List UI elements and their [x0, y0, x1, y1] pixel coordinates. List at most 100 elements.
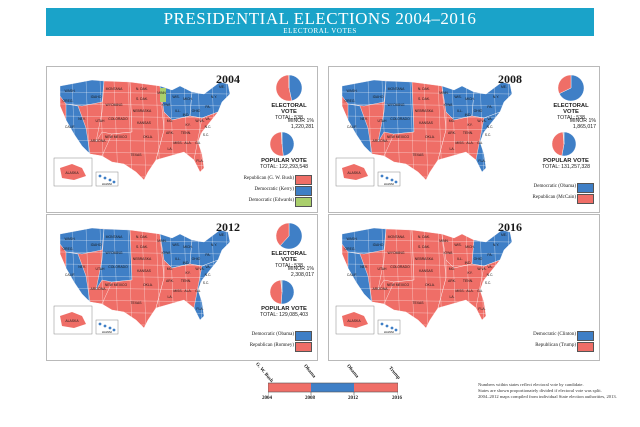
electoral-vote-total: TOTAL: 538 [275, 115, 303, 121]
state-label: GA. [477, 141, 483, 145]
state-label: TEXAS [412, 301, 424, 305]
state-label: S. DAK. [136, 245, 148, 249]
state-label: WIS. [454, 95, 461, 99]
state-label: S.C. [485, 281, 492, 285]
state-label-alaska: ALASKA [347, 319, 361, 323]
state-label: ARIZONA [90, 139, 106, 143]
electoral-vote-total: TOTAL: 538 [557, 115, 585, 121]
state-label: N.C. [487, 273, 494, 277]
electoral-vote-pie-2004 [275, 74, 303, 102]
legend-swatch [295, 331, 312, 341]
electoral-vote-title: ELECTORAL VOTE [271, 103, 307, 115]
state-label: N. DAK. [136, 235, 148, 239]
state-label: PA. [487, 105, 492, 109]
electoral-vote-pie-2008 [557, 74, 585, 102]
state-label: OKLA. [425, 135, 435, 139]
state-label: NEBRASKA [133, 109, 152, 113]
state-label: N.Y. [211, 243, 217, 247]
state-label: TENN. [463, 131, 473, 135]
minor-vote-value: 2,308,017 [290, 272, 314, 278]
timeline-year-2016: 2016 [392, 396, 402, 401]
alaska [60, 312, 86, 328]
legend-label: Democratic (Obama) [533, 184, 576, 189]
state-label: ME. [219, 233, 225, 237]
state-label: MINN. [439, 91, 449, 95]
electoral-vote-title: ELECTORAL VOTE [553, 103, 589, 115]
alaska [342, 164, 368, 180]
state-label: IND. [183, 261, 190, 265]
state-label: N.Y. [493, 95, 499, 99]
hawaii-island [108, 326, 112, 330]
legend-swatch [295, 175, 312, 185]
electoral-vote-title: ELECTORAL VOTE [271, 251, 307, 263]
state-label: ME. [501, 85, 507, 89]
state-label: KY. [467, 123, 472, 127]
hawaii-island [98, 322, 102, 326]
minor-vote-caption: MINOR 1% 2,308,017 [270, 266, 314, 278]
state-label: NEV. [78, 117, 86, 121]
state-label: ARK. [448, 131, 456, 135]
legend-label: Republican (Romney) [249, 343, 294, 348]
state-label: MO. [167, 267, 173, 271]
hawaii-island [390, 178, 394, 182]
year-label-2004: 2004 [216, 72, 240, 86]
state-label: KANSAS [419, 269, 433, 273]
legend-label: Republican (McCain) [532, 195, 576, 200]
page-title: PRESIDENTIAL ELECTIONS 2004–2016 [163, 9, 477, 28]
electoral-vote-pie-2012 [275, 222, 303, 250]
state-label-alaska: ALASKA [347, 171, 361, 175]
hawaii-island [98, 174, 102, 178]
legend-item: Democratic (Obama) [498, 182, 594, 193]
hawaii-island [394, 328, 398, 332]
legend-swatch [295, 186, 312, 196]
year-label-2016: 2016 [498, 220, 522, 234]
pie-slice [269, 131, 284, 157]
legend-label: Republican (G. W. Bush) [243, 176, 294, 181]
state-label: MONTANA [106, 87, 123, 91]
state-label: MONTANA [388, 235, 405, 239]
popular-vote-total: TOTAL: 122,293,548 [260, 164, 308, 170]
state-label: ARIZONA [372, 287, 388, 291]
state-label: MINN. [157, 239, 167, 243]
timeline-segment-2008 [311, 383, 354, 392]
state-label: CALIF. [347, 125, 357, 129]
state-label: N.C. [487, 125, 494, 129]
minor-vote-caption: MINOR 1% 1,865,017 [552, 118, 596, 130]
state-label: ARIZONA [90, 287, 106, 291]
state-label: ALA. [184, 141, 191, 145]
hawaii-island [112, 328, 116, 332]
legend-item: Democratic (Edwards) [216, 196, 312, 207]
state-label: KY. [467, 271, 472, 275]
state-label: WASH. [347, 89, 358, 93]
popular-vote-total: TOTAL: 131,257,328 [542, 164, 590, 170]
state-label: W.VA. [195, 119, 204, 123]
footnote-line: States are shown proportionately divided… [478, 388, 602, 393]
state-label: OREG. [345, 99, 356, 103]
pie-slice [557, 74, 572, 94]
popular-vote-pie-2008 [551, 131, 577, 157]
state-label: LA. [167, 295, 172, 299]
state-label: NEW MEXICO [387, 283, 410, 287]
state-label: NEW MEXICO [387, 135, 410, 139]
electoral-vote-caption: ELECTORAL VOTE TOTAL: 538 [264, 103, 314, 121]
state-label: UTAH [378, 267, 388, 271]
state-label: KY. [185, 123, 190, 127]
state-label: WYOMING [388, 251, 405, 255]
state-label: IDAHO [91, 243, 102, 247]
hawaii-inset [377, 171, 401, 187]
state-label: WYOMING [106, 251, 123, 255]
region-vafl [475, 111, 501, 173]
minor-vote-label: MINOR 1% [569, 118, 596, 124]
page-subtitle: ELECTORAL VOTES [283, 27, 357, 35]
legend-item: Republican (Trump) [498, 341, 594, 352]
state-label: ALA. [466, 289, 473, 293]
year-label-2012: 2012 [216, 220, 240, 234]
state-label: N.C. [205, 273, 212, 277]
timeline-year-2008: 2008 [305, 396, 315, 401]
state-label: ARK. [166, 279, 174, 283]
state-label: IDAHO [373, 243, 384, 247]
hawaii-island [103, 324, 107, 328]
state-label: W.VA. [477, 267, 486, 271]
state-label: MO. [167, 119, 173, 123]
legend-label: Democratic (Edwards) [248, 198, 294, 203]
